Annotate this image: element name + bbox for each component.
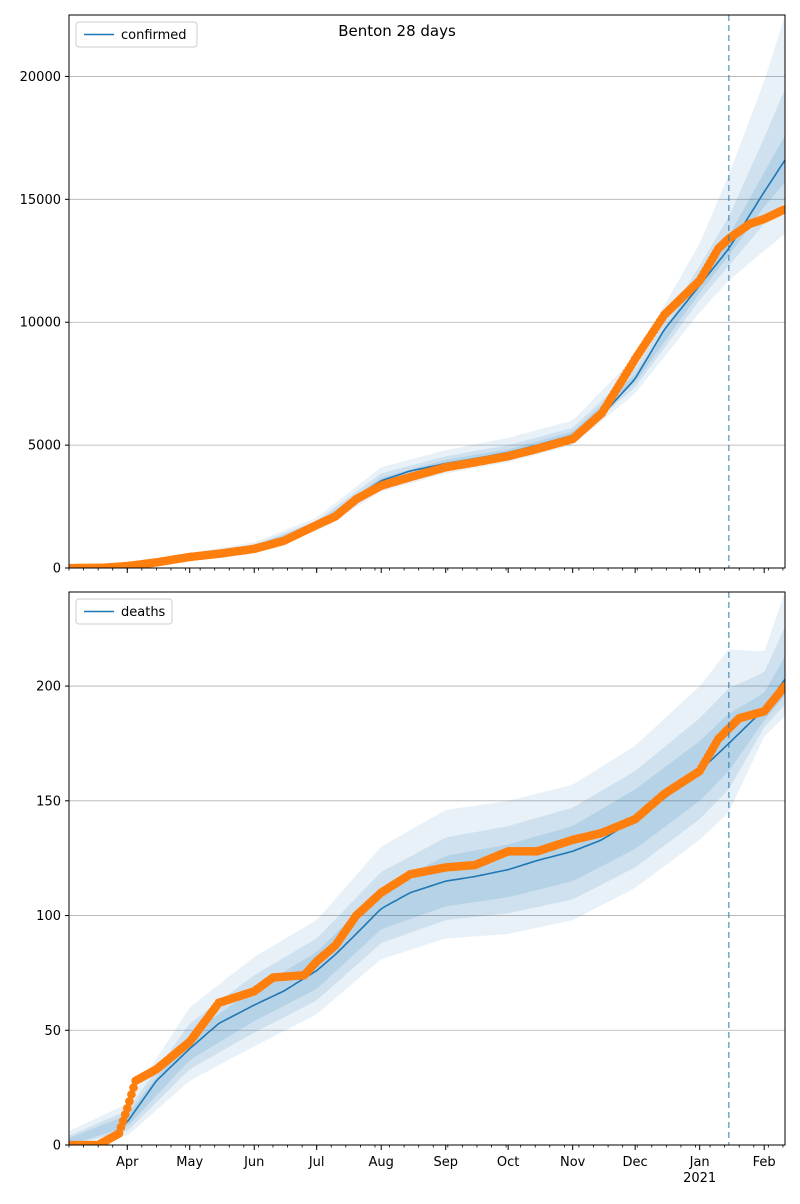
data-point xyxy=(127,1090,136,1099)
uncertainty-band xyxy=(69,656,785,1145)
uncertainty-band xyxy=(69,626,785,1145)
x-tick-label: Apr xyxy=(116,1155,139,1170)
x-tick-label: Dec xyxy=(623,1155,648,1170)
legend: confirmed xyxy=(75,21,198,48)
x-tick-label: Sep xyxy=(433,1155,458,1170)
data-point xyxy=(780,681,785,691)
legend-box xyxy=(75,598,173,625)
x-tick-label: Aug xyxy=(369,1155,394,1170)
x-tick-sublabel: 2021 xyxy=(683,1171,716,1186)
y-tick-label: 5000 xyxy=(28,439,61,454)
y-tick-label: 50 xyxy=(44,1024,61,1039)
axes-frame xyxy=(68,591,786,1146)
y-tick-label: 150 xyxy=(36,794,61,809)
plot-area xyxy=(69,592,785,1145)
legend: deaths xyxy=(75,598,173,625)
figure-title: Benton 28 days xyxy=(338,22,456,40)
x-tick-label: Jun xyxy=(243,1155,264,1170)
x-tick-label: Feb xyxy=(753,1155,776,1170)
x-tick-label: Jul xyxy=(308,1155,325,1170)
axes-frame xyxy=(68,14,786,569)
y-tick-label: 0 xyxy=(53,562,61,577)
data-point xyxy=(780,204,785,214)
uncertainty-band xyxy=(69,15,785,568)
data-point xyxy=(125,1097,134,1106)
legend-label: deaths xyxy=(121,605,166,620)
plot-area xyxy=(69,15,785,568)
data-point xyxy=(123,1104,132,1113)
chart-panel-2: 0 50 100 150 200 Apr May Jun Jul Aug Sep Oct Nov Dec J… xyxy=(36,591,786,1186)
y-tick-label: 10000 xyxy=(20,316,61,331)
data-point xyxy=(129,1083,138,1092)
y-tick-label: 200 xyxy=(36,680,61,695)
x-tick-label: May xyxy=(176,1155,203,1170)
x-tick-label: Nov xyxy=(560,1155,586,1170)
observed-points xyxy=(69,204,785,568)
uncertainty-band xyxy=(69,135,785,568)
chart-panel-1: 0 5000 10000 15000 20000 confirmed xyxy=(20,14,786,577)
x-tick-label: Jan xyxy=(689,1155,710,1170)
y-tick-label: 100 xyxy=(36,909,61,924)
uncertainty-band xyxy=(69,88,785,568)
legend-box xyxy=(75,21,198,48)
y-tick-label: 15000 xyxy=(20,193,61,208)
observed-points xyxy=(69,681,785,1145)
legend-label: confirmed xyxy=(121,28,187,43)
series-line-confirmed xyxy=(69,159,785,568)
x-tick-label: Oct xyxy=(497,1155,519,1170)
y-tick-label: 20000 xyxy=(20,70,61,85)
y-tick-label: 0 xyxy=(53,1139,61,1154)
